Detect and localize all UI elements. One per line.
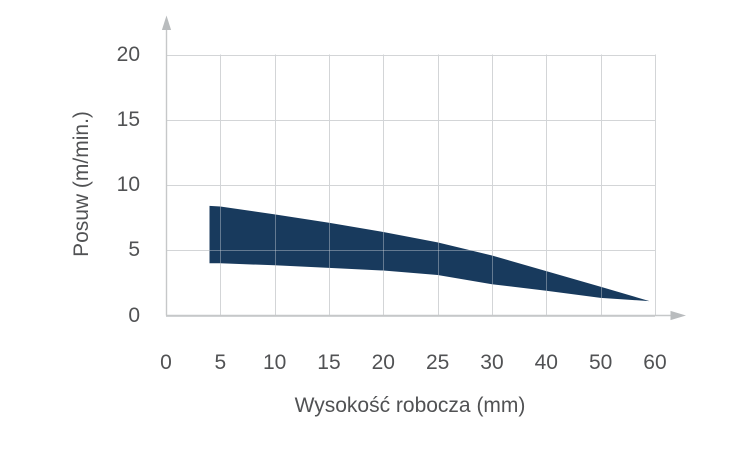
x-tick-label: 10 [262,351,287,374]
x-axis-arrow-icon [670,310,686,321]
y-tick-label: 5 [128,238,140,262]
x-tick-label: 0 [160,351,172,374]
x-tick-label: 15 [317,351,341,374]
y-axis-line [161,15,172,316]
x-tick-label: 30 [480,351,504,374]
gridlines-over-band [166,54,656,317]
x-tick-label: 20 [371,351,395,374]
x-axis-title: Wysokość robocza (mm) [294,394,526,417]
x-tick-label: 60 [643,351,667,374]
y-tick-label: 20 [116,42,140,66]
y-axis-title: Posuw (m/min.) [70,111,93,257]
y-axis-arrow-icon [161,15,172,30]
x-tick-label: 40 [534,351,558,374]
y-tick-label: 10 [116,173,140,196]
x-tick-label: 50 [588,351,613,374]
x-axis-line [166,310,686,321]
x-tick-label: 5 [214,351,227,374]
y-tick-label: 15 [116,107,140,131]
x-tick-label: 25 [425,351,450,374]
y-tick-label: 0 [128,303,140,327]
data-band [209,205,650,302]
